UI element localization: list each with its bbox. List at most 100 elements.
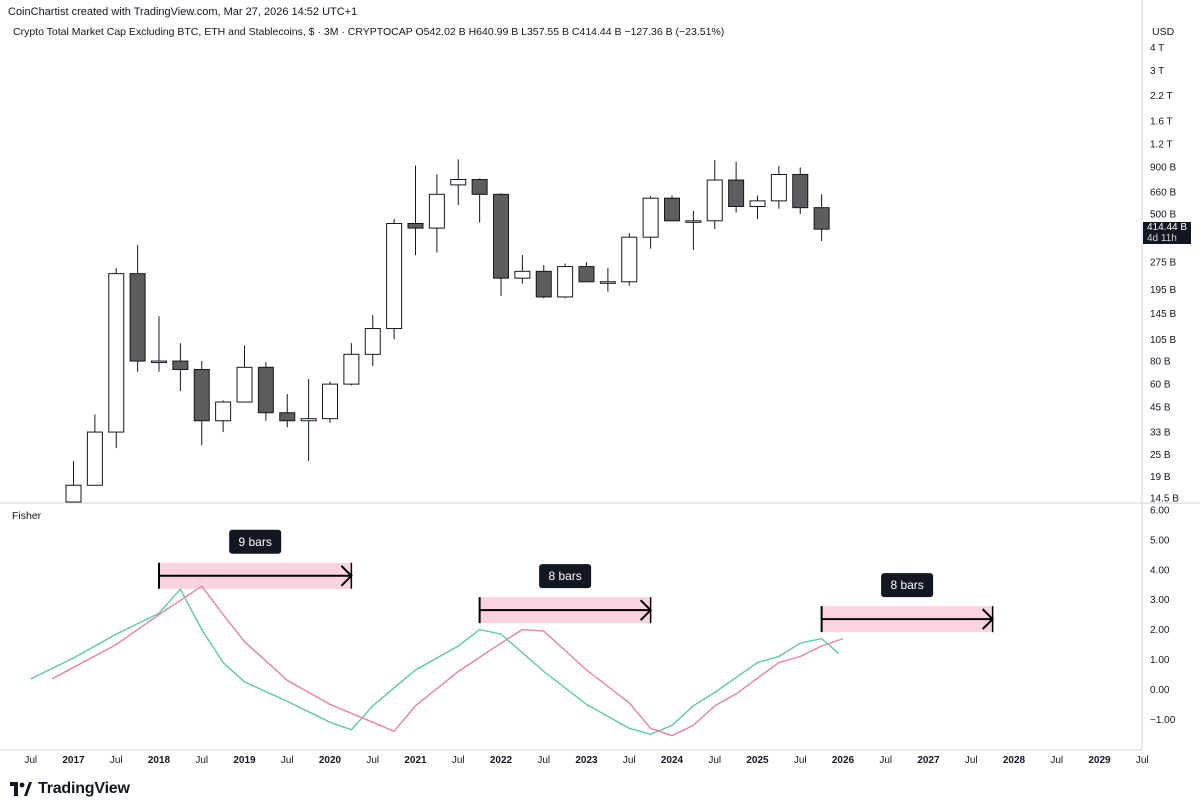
- tradingview-logo-icon: [10, 782, 32, 796]
- tradingview-wordmark: TradingView: [38, 780, 130, 797]
- candle-body: [300, 418, 317, 422]
- fisher-axis-tick: 2.00: [1150, 625, 1170, 636]
- time-axis-tick: 2027: [917, 755, 940, 766]
- bar-count-annotation: 8 bars: [478, 564, 653, 624]
- candle: [108, 268, 125, 449]
- time-axis-tick: Jul: [623, 755, 636, 766]
- time-axis-tick: 2021: [404, 755, 427, 766]
- candle-body: [642, 197, 659, 238]
- candle-body: [813, 207, 830, 230]
- price-axis-tick: 60 B: [1150, 380, 1171, 391]
- fisher-line: [30, 587, 840, 736]
- time-axis-tick: 2026: [832, 755, 855, 766]
- bar-count-label: 8 bars: [890, 578, 923, 592]
- candle-body: [151, 360, 167, 364]
- candle-body: [386, 222, 403, 330]
- time-axis-tick: 2019: [233, 755, 256, 766]
- candle: [279, 394, 296, 428]
- time-axis-tick: 2020: [319, 755, 342, 766]
- candle: [65, 461, 82, 503]
- candle-body: [471, 179, 488, 195]
- candle-body: [279, 412, 296, 422]
- bar-countdown: 4d 11h: [1147, 233, 1177, 244]
- currency-label[interactable]: USD: [1152, 26, 1175, 38]
- time-axis-tick: Jul: [366, 755, 379, 766]
- price-axis-tick: 660 B: [1150, 187, 1176, 198]
- candle: [642, 196, 659, 249]
- candle-body: [86, 431, 103, 486]
- bar-count-label-box: [881, 573, 934, 598]
- candle-body: [364, 328, 381, 355]
- price-axis-tick: 1.2 T: [1150, 139, 1173, 150]
- symbol-legend[interactable]: Crypto Total Market Cap Excluding BTC, E…: [13, 26, 725, 38]
- fisher-axis-tick: 0.00: [1150, 685, 1170, 696]
- time-axis-tick: Jul: [879, 755, 892, 766]
- time-axis-tick: 2023: [575, 755, 598, 766]
- candle: [770, 166, 787, 209]
- candle-body: [322, 383, 338, 420]
- candle-body: [257, 366, 274, 414]
- last-price-tag: 414.44 B 4d 11h: [1143, 222, 1191, 244]
- time-axis-tick: Jul: [1136, 755, 1149, 766]
- price-axis-tick: 80 B: [1150, 357, 1171, 368]
- candle: [578, 262, 595, 283]
- time-axis-tick: 2025: [746, 755, 769, 766]
- candle: [364, 315, 381, 367]
- candle: [493, 193, 509, 297]
- candle-body: [578, 266, 595, 283]
- fisher-axis-tick: −1.00: [1150, 715, 1176, 726]
- candle: [728, 161, 745, 213]
- chart-credit: CoinChartist created with TradingView.co…: [8, 6, 358, 18]
- candle-body: [514, 270, 531, 279]
- time-axis-tick: Jul: [537, 755, 550, 766]
- candle-body: [129, 273, 146, 362]
- candle-body: [407, 222, 424, 229]
- candle: [151, 316, 167, 372]
- price-axis-tick: 2.2 T: [1150, 91, 1173, 102]
- candle: [706, 160, 723, 230]
- bar-count-label: 8 bars: [548, 569, 581, 583]
- price-axis-tick: 3 T: [1150, 66, 1164, 77]
- candle-body: [193, 369, 210, 422]
- time-axis-tick: 2017: [62, 755, 85, 766]
- time-axis-tick: Jul: [452, 755, 465, 766]
- candle: [557, 263, 574, 299]
- candle-body: [428, 193, 445, 229]
- time-axis-tick: Jul: [110, 755, 123, 766]
- time-axis-tick: 2022: [490, 755, 513, 766]
- candle: [172, 343, 189, 392]
- price-axis-tick: 195 B: [1150, 285, 1176, 296]
- price-axis-tick: 33 B: [1150, 428, 1171, 439]
- indicator-label[interactable]: Fisher: [12, 510, 42, 522]
- candle-body: [557, 266, 574, 298]
- candle: [792, 167, 809, 215]
- candle: [215, 400, 232, 433]
- price-axis-tick: 900 B: [1150, 163, 1176, 174]
- candle-body: [172, 360, 189, 371]
- candle: [514, 255, 531, 284]
- price-axis-tick: 500 B: [1150, 210, 1176, 221]
- fisher-axis-tick: 3.00: [1150, 595, 1170, 606]
- candle: [86, 414, 103, 486]
- candle: [129, 245, 146, 372]
- tradingview-logo[interactable]: TradingView: [10, 780, 130, 798]
- last-price-value: 414.44 B: [1147, 222, 1188, 233]
- candle: [428, 174, 445, 253]
- candle: [599, 268, 616, 292]
- time-axis-tick: Jul: [794, 755, 807, 766]
- candle-body: [65, 484, 82, 503]
- candle: [450, 159, 467, 206]
- price-axis-tick: 14.5 B: [1150, 494, 1179, 505]
- candle-body: [749, 200, 766, 207]
- price-axis-tick: 19 B: [1150, 472, 1171, 483]
- candle-body: [215, 401, 232, 422]
- time-axis-tick: Jul: [195, 755, 208, 766]
- candle: [685, 210, 702, 250]
- fisher-axis-tick: 4.00: [1150, 565, 1170, 576]
- time-axis-tick: Jul: [1050, 755, 1063, 766]
- candle: [749, 195, 766, 220]
- price-axis-tick: 275 B: [1150, 258, 1176, 269]
- time-axis-tick: Jul: [965, 755, 978, 766]
- bar-count-annotation: 8 bars: [820, 573, 995, 633]
